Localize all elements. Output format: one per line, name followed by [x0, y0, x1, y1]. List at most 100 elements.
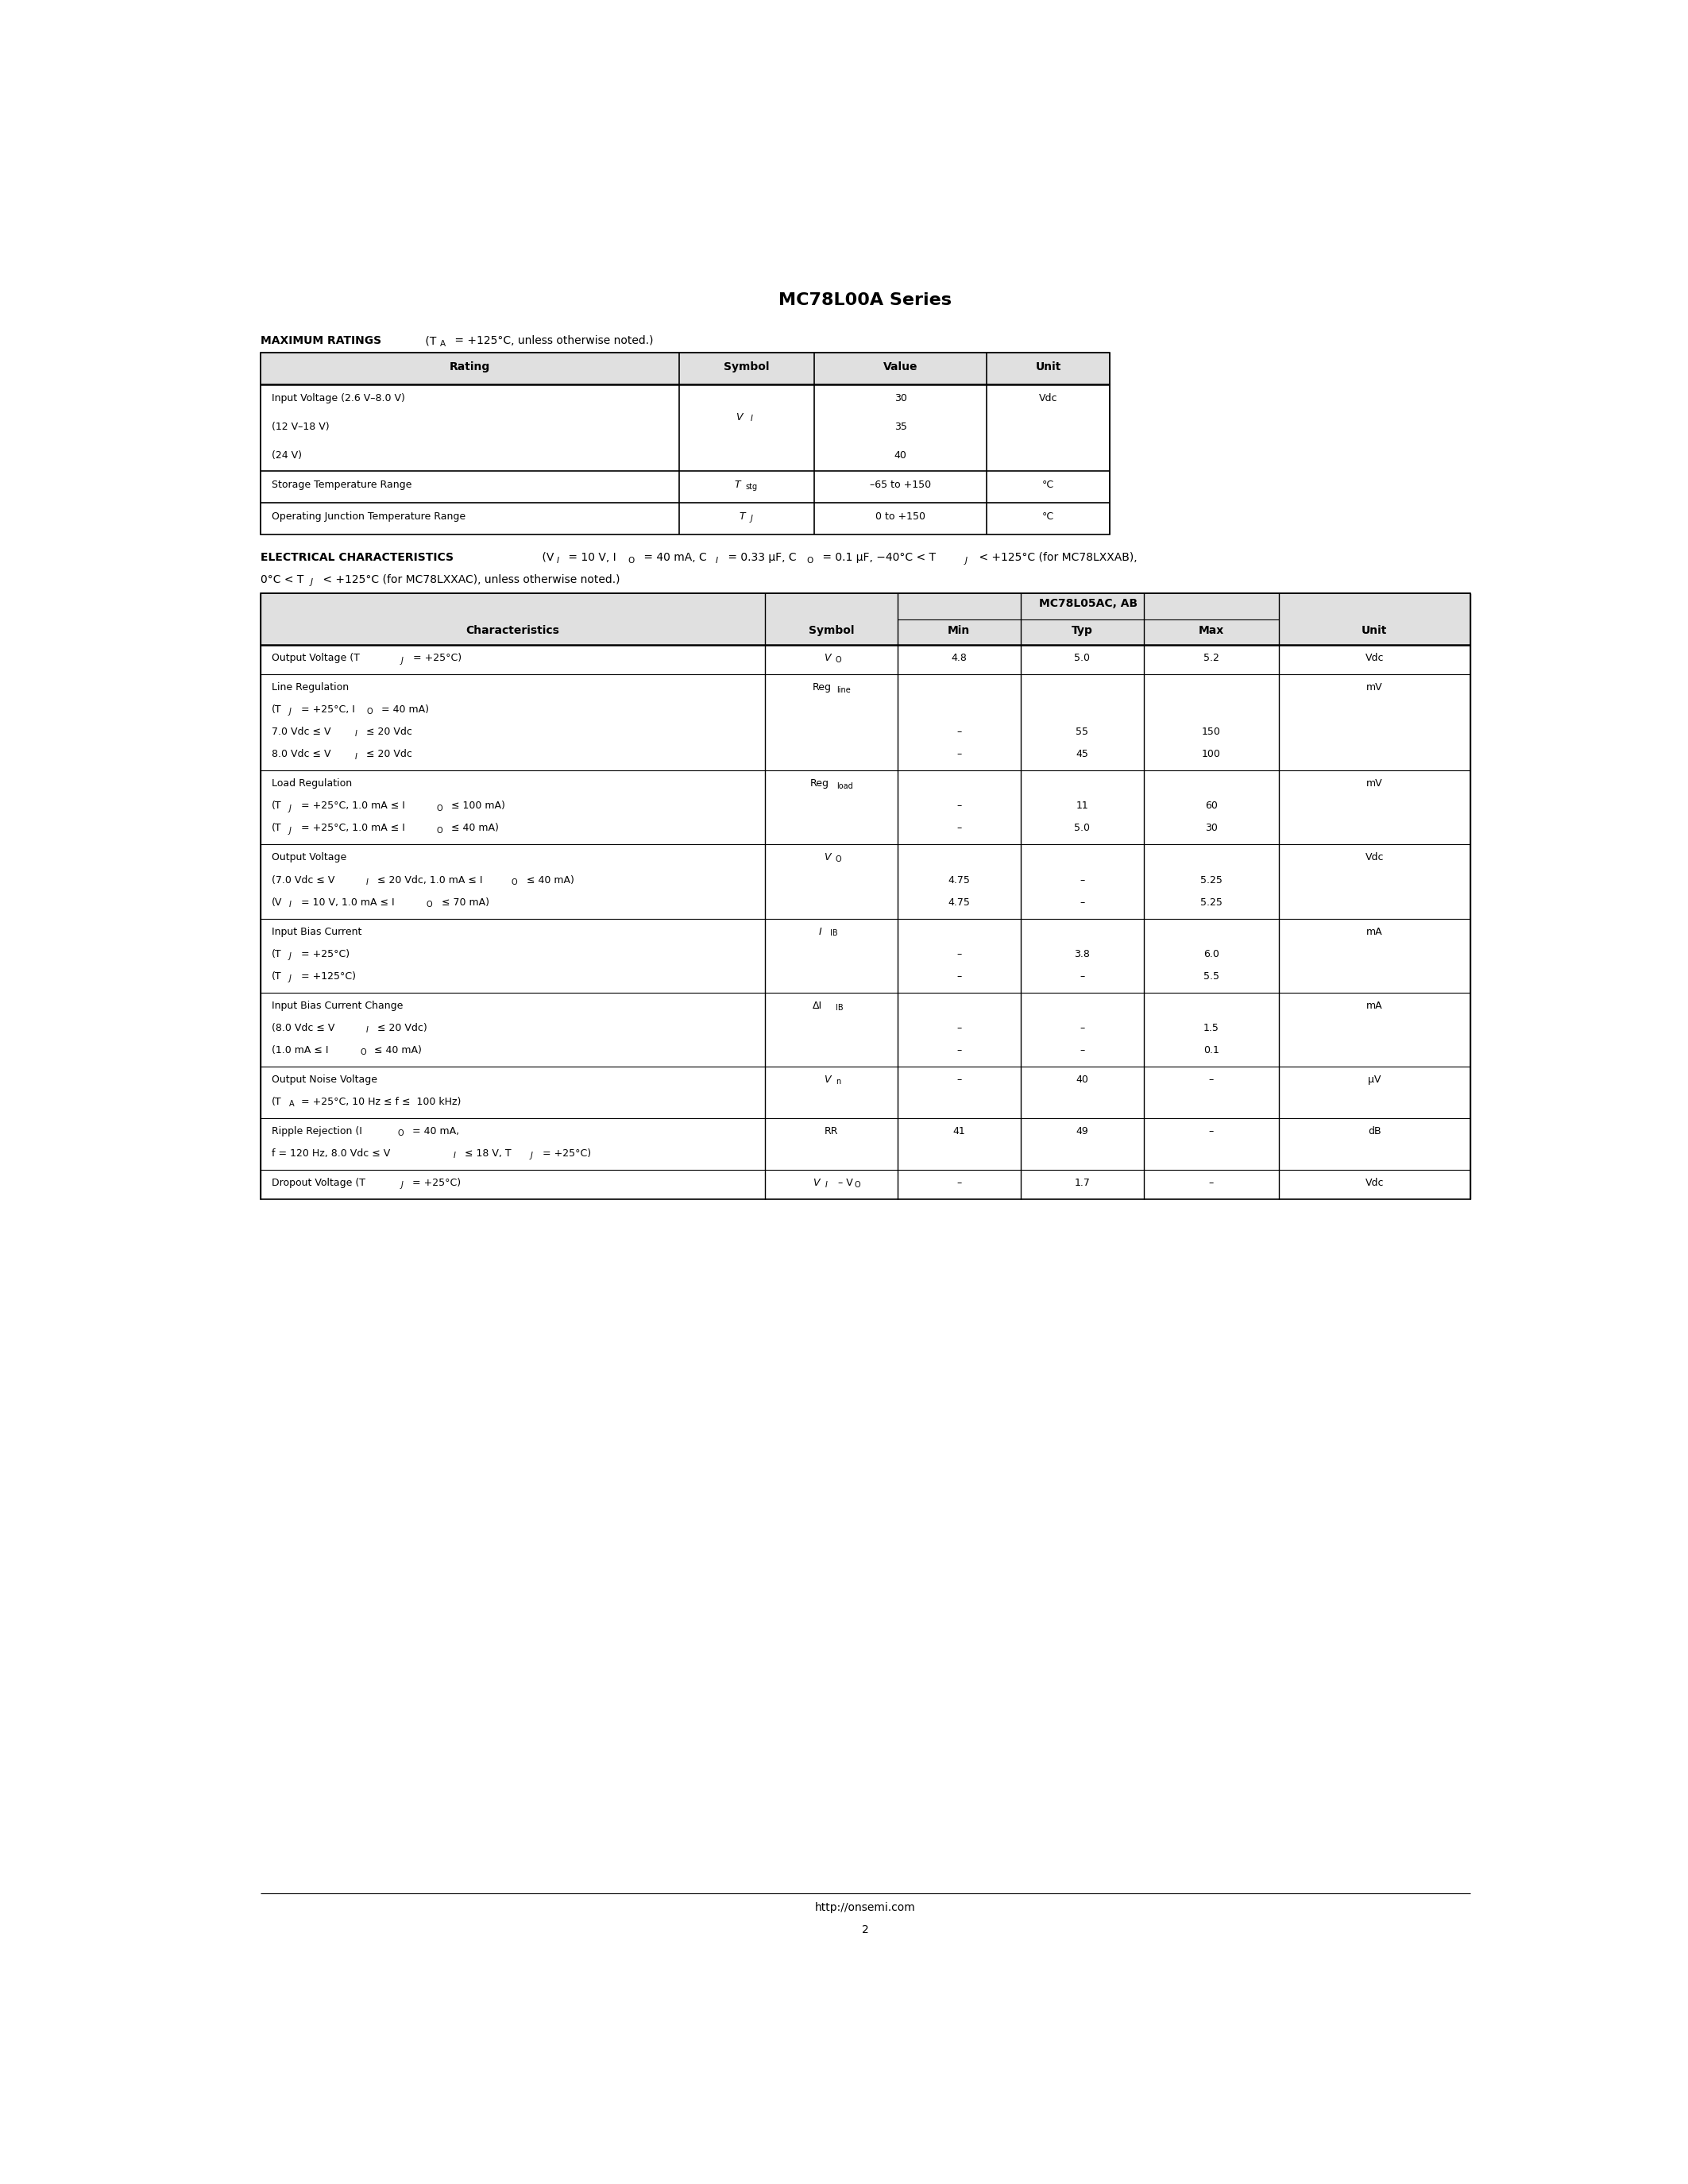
- Text: Line Regulation: Line Regulation: [272, 681, 348, 692]
- Text: Symbol: Symbol: [724, 363, 770, 373]
- Text: Input Voltage (2.6 V–8.0 V): Input Voltage (2.6 V–8.0 V): [272, 393, 405, 404]
- Text: (8.0 Vdc ≤ V: (8.0 Vdc ≤ V: [272, 1022, 334, 1033]
- Text: Value: Value: [883, 363, 918, 373]
- Text: Typ: Typ: [1072, 625, 1092, 636]
- Text: ≤ 100 mA): ≤ 100 mA): [447, 802, 505, 810]
- Text: V: V: [824, 852, 830, 863]
- Text: n: n: [836, 1077, 841, 1085]
- Text: Load Regulation: Load Regulation: [272, 778, 351, 788]
- Text: O: O: [366, 708, 373, 716]
- Text: –: –: [957, 972, 962, 981]
- Text: dB: dB: [1367, 1127, 1381, 1136]
- Text: = +25°C): = +25°C): [410, 653, 461, 664]
- Text: I: I: [557, 557, 559, 563]
- Text: –: –: [957, 1046, 962, 1055]
- Text: J: J: [311, 579, 312, 587]
- Text: 35: 35: [895, 422, 906, 432]
- Text: J: J: [289, 952, 292, 961]
- Text: 4.75: 4.75: [949, 898, 971, 909]
- Text: O: O: [436, 826, 442, 834]
- Text: IB: IB: [836, 1005, 844, 1011]
- Text: RR: RR: [824, 1127, 839, 1136]
- Text: 100: 100: [1202, 749, 1220, 760]
- Text: = +125°C, unless otherwise noted.): = +125°C, unless otherwise noted.): [451, 336, 653, 347]
- Text: = +25°C): = +25°C): [297, 948, 349, 959]
- Text: (T: (T: [272, 948, 282, 959]
- Text: J: J: [289, 826, 292, 834]
- Text: J: J: [530, 1151, 533, 1160]
- Text: Dropout Voltage (T: Dropout Voltage (T: [272, 1177, 365, 1188]
- Text: I: I: [366, 1026, 368, 1033]
- Text: A: A: [289, 1101, 294, 1107]
- Text: Vdc: Vdc: [1366, 653, 1384, 664]
- Text: T: T: [739, 511, 746, 522]
- Text: ≤ 20 Vdc: ≤ 20 Vdc: [363, 749, 412, 760]
- Text: I: I: [354, 729, 358, 738]
- Text: = +25°C): = +25°C): [408, 1177, 461, 1188]
- Text: ≤ 70 mA): ≤ 70 mA): [439, 898, 490, 909]
- Text: 40: 40: [1075, 1075, 1089, 1085]
- Text: J: J: [289, 708, 292, 716]
- Text: ≤ 40 mA): ≤ 40 mA): [447, 823, 498, 834]
- Text: I: I: [366, 878, 368, 887]
- Text: = 40 mA,: = 40 mA,: [408, 1127, 459, 1136]
- Text: 0.1: 0.1: [1204, 1046, 1219, 1055]
- Bar: [260, 594, 1470, 1199]
- Text: = 40 mA, C: = 40 mA, C: [640, 553, 707, 563]
- Text: 0°C < T: 0°C < T: [260, 574, 304, 585]
- Text: –65 to +150: –65 to +150: [869, 480, 932, 489]
- Text: V: V: [824, 653, 830, 664]
- Text: MC78L05AC, AB: MC78L05AC, AB: [1040, 598, 1138, 609]
- Text: –: –: [1080, 972, 1085, 981]
- Text: = 40 mA): = 40 mA): [378, 705, 429, 714]
- Text: I: I: [825, 1182, 827, 1188]
- Text: 2: 2: [861, 1924, 869, 1935]
- Text: μV: μV: [1367, 1075, 1381, 1085]
- Text: 5.5: 5.5: [1204, 972, 1219, 981]
- Text: O: O: [360, 1048, 366, 1057]
- Text: 11: 11: [1075, 802, 1089, 810]
- Text: (T: (T: [272, 705, 282, 714]
- Text: ≤ 40 mA): ≤ 40 mA): [523, 876, 574, 885]
- Text: ≤ 20 Vdc, 1.0 mA ≤ I: ≤ 20 Vdc, 1.0 mA ≤ I: [375, 876, 483, 885]
- Text: (T: (T: [422, 336, 436, 347]
- Text: I: I: [354, 753, 358, 760]
- Text: Input Bias Current: Input Bias Current: [272, 926, 361, 937]
- Text: 0 to +150: 0 to +150: [876, 511, 925, 522]
- Text: Ripple Rejection (I: Ripple Rejection (I: [272, 1127, 361, 1136]
- Text: O: O: [836, 655, 842, 664]
- Text: 7.0 Vdc ≤ V: 7.0 Vdc ≤ V: [272, 727, 331, 738]
- Text: Rating: Rating: [449, 363, 490, 373]
- Text: Max: Max: [1198, 625, 1224, 636]
- Text: J: J: [289, 974, 292, 983]
- Text: = +25°C, I: = +25°C, I: [297, 705, 354, 714]
- Text: –: –: [1209, 1177, 1214, 1188]
- Text: Operating Junction Temperature Range: Operating Junction Temperature Range: [272, 511, 466, 522]
- Text: 40: 40: [895, 450, 906, 461]
- Text: –: –: [1080, 1046, 1085, 1055]
- Text: I: I: [749, 415, 753, 424]
- Text: T: T: [734, 480, 741, 489]
- Text: f = 120 Hz, 8.0 Vdc ≤ V: f = 120 Hz, 8.0 Vdc ≤ V: [272, 1149, 390, 1160]
- Text: Min: Min: [947, 625, 971, 636]
- Text: 4.75: 4.75: [949, 876, 971, 885]
- Text: O: O: [628, 557, 635, 563]
- Text: Unit: Unit: [1362, 625, 1388, 636]
- Text: V: V: [814, 1177, 820, 1188]
- Text: Output Noise Voltage: Output Noise Voltage: [272, 1075, 376, 1085]
- Text: ΔI: ΔI: [814, 1000, 822, 1011]
- Text: 41: 41: [952, 1127, 966, 1136]
- Text: °C: °C: [1041, 480, 1055, 489]
- Text: http://onsemi.com: http://onsemi.com: [815, 1902, 915, 1913]
- Text: (24 V): (24 V): [272, 450, 302, 461]
- Text: Reg: Reg: [810, 778, 829, 788]
- Text: mA: mA: [1366, 1000, 1382, 1011]
- Text: load: load: [836, 782, 852, 791]
- Text: J: J: [966, 557, 967, 563]
- Bar: [260, 352, 1109, 384]
- Text: O: O: [836, 856, 842, 863]
- Text: Symbol: Symbol: [809, 625, 854, 636]
- Text: = +125°C): = +125°C): [297, 972, 356, 981]
- Text: 1.5: 1.5: [1204, 1022, 1219, 1033]
- Text: Vdc: Vdc: [1038, 393, 1058, 404]
